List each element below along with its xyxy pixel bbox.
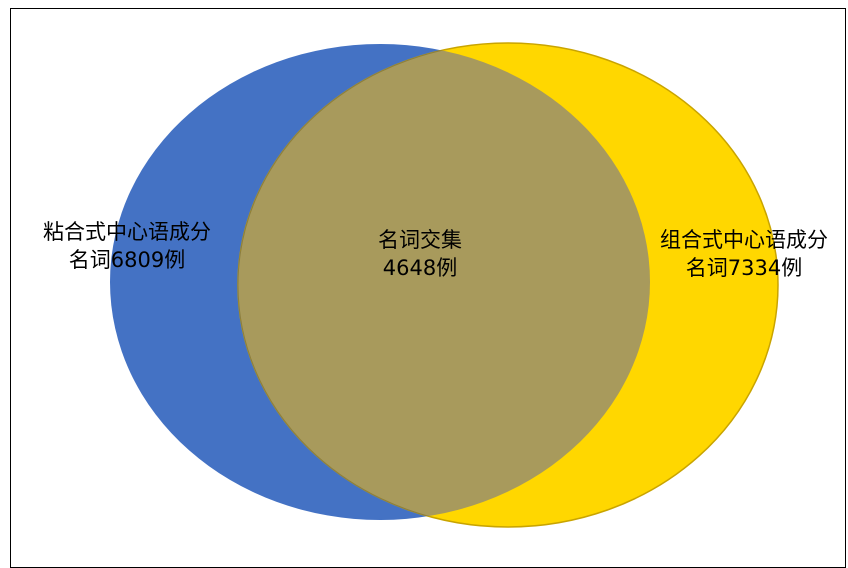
right-set-count: 名词7334例 bbox=[685, 256, 803, 280]
right-set-label: 组合式中心语成分 名词7334例 bbox=[640, 226, 848, 282]
intersection-title: 名词交集 bbox=[378, 228, 462, 252]
intersection-outline bbox=[237, 44, 650, 520]
left-set-title: 粘合式中心语成分 bbox=[43, 220, 211, 244]
left-set-count: 名词6809例 bbox=[68, 248, 186, 272]
venn-diagram bbox=[110, 42, 779, 528]
right-set-title: 组合式中心语成分 bbox=[660, 228, 828, 252]
intersection-count: 4648例 bbox=[382, 256, 458, 280]
intersection-label: 名词交集 4648例 bbox=[330, 226, 510, 282]
left-set-label: 粘合式中心语成分 名词6809例 bbox=[22, 218, 232, 274]
